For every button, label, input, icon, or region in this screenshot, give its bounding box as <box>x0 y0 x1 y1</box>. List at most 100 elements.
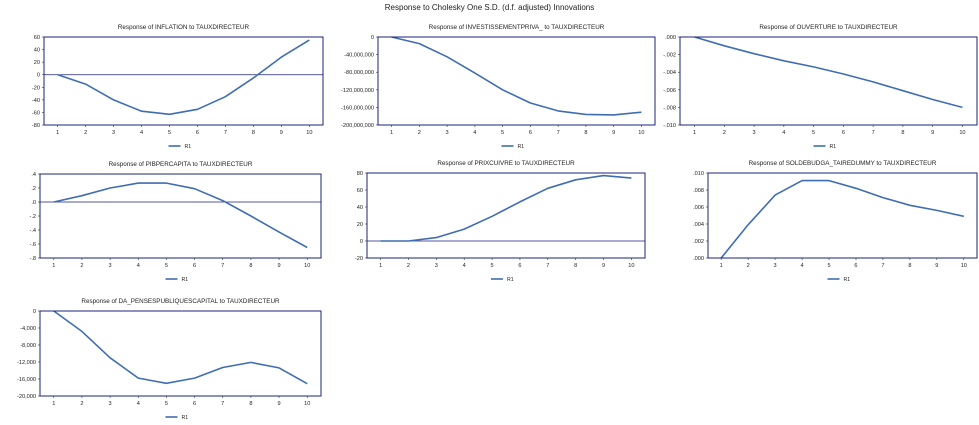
x-tick-label: 8 <box>249 263 252 269</box>
x-tick-label: 3 <box>435 263 438 269</box>
legend-label: R1 <box>182 277 189 283</box>
x-tick-label: 2 <box>747 263 750 269</box>
y-tick-label: -20 <box>355 256 363 262</box>
x-tick-label: 4 <box>140 130 143 136</box>
y-tick-label: -.002 <box>663 53 676 59</box>
legend-label: R1 <box>185 144 192 150</box>
x-tick-label: 9 <box>280 130 283 136</box>
x-tick-label: 6 <box>518 263 521 269</box>
x-tick-label: 9 <box>602 263 605 269</box>
x-tick-label: 1 <box>720 263 723 269</box>
legend-label: R1 <box>844 277 851 283</box>
y-tick-label: 20 <box>34 60 40 66</box>
chart-panel-5: Response of PRIXCUIVRE to TAUXDIRECTEUR -… <box>355 160 646 283</box>
figure-title: Response to Cholesky One S.D. (d.f. adju… <box>384 3 595 12</box>
x-tick-label: 8 <box>908 263 911 269</box>
series-line <box>380 174 632 242</box>
y-tick-label: 0 <box>37 73 40 79</box>
x-tick-label: 2 <box>723 130 726 136</box>
chart-panel-1: Response of INFLATION to TAUXDIRECTEUR -8… <box>32 24 324 150</box>
y-tick-label: .004 <box>693 222 704 228</box>
x-tick-label: 5 <box>168 130 171 136</box>
y-tick-label: -.6 <box>29 242 36 248</box>
x-tick-label: 7 <box>221 263 224 269</box>
chart-title: Response of SOLDEBUDGA_TAIREDUMMY to TAU… <box>749 160 937 167</box>
y-tick-label: 0 <box>360 239 363 245</box>
series-line <box>53 182 308 249</box>
plot-frame <box>707 172 978 259</box>
y-tick-label: -40,000,000 <box>344 53 374 59</box>
y-tick-label: 0 <box>33 309 36 315</box>
y-tick-label: 20 <box>357 222 363 228</box>
y-tick-label: 60 <box>34 35 40 41</box>
x-tick-label: 3 <box>109 263 112 269</box>
legend-label: R1 <box>182 415 189 421</box>
y-tick-label: .006 <box>693 205 704 211</box>
x-tick-label: 4 <box>137 263 140 269</box>
x-tick-label: 1 <box>52 263 55 269</box>
x-tick-label: 6 <box>842 130 845 136</box>
x-tick-label: 8 <box>584 130 587 136</box>
y-tick-label: -80,000,000 <box>344 70 374 76</box>
x-tick-label: 1 <box>52 401 55 407</box>
x-tick-label: 10 <box>638 130 644 136</box>
x-tick-label: 10 <box>304 401 310 407</box>
x-tick-label: 5 <box>165 401 168 407</box>
y-tick-label: 0 <box>371 35 374 41</box>
x-tick-label: 7 <box>557 130 560 136</box>
x-tick-label: 5 <box>501 130 504 136</box>
y-tick-label: -160,000,000 <box>341 105 374 111</box>
x-tick-label: 10 <box>306 130 312 136</box>
x-tick-label: 2 <box>80 401 83 407</box>
y-tick-label: 80 <box>357 171 363 177</box>
y-tick-label: -.010 <box>663 123 676 129</box>
x-tick-label: 8 <box>249 401 252 407</box>
x-tick-label: 8 <box>574 263 577 269</box>
x-tick-label: 10 <box>961 263 967 269</box>
plot-frame <box>39 173 322 259</box>
chart-title: Response of INFLATION to TAUXDIRECTEUR <box>118 24 250 31</box>
chart-panel-2: Response of INVESTISSEMENTPRIVA_ to TAUX… <box>341 24 656 150</box>
plot-frame <box>39 310 322 397</box>
y-tick-label: -8,000 <box>20 343 36 349</box>
x-tick-label: 1 <box>693 130 696 136</box>
plot-frame <box>377 36 656 126</box>
chart-panel-3: Response of OUVERTURE to TAUXDIRECTEUR -.… <box>663 24 978 150</box>
x-tick-label: 2 <box>80 263 83 269</box>
y-tick-label: 40 <box>357 205 363 211</box>
y-tick-label: -.004 <box>663 70 676 76</box>
y-tick-label: -60 <box>32 110 40 116</box>
x-tick-label: 2 <box>418 130 421 136</box>
x-tick-label: 4 <box>137 401 140 407</box>
x-tick-label: 3 <box>446 130 449 136</box>
x-tick-label: 6 <box>193 263 196 269</box>
x-tick-label: 4 <box>800 263 803 269</box>
x-tick-label: 6 <box>854 263 857 269</box>
x-tick-label: 7 <box>546 263 549 269</box>
x-tick-label: 8 <box>901 130 904 136</box>
y-tick-label: -20 <box>32 85 40 91</box>
y-tick-label: -12,000 <box>17 360 36 366</box>
y-tick-label: .002 <box>693 239 704 245</box>
chart-panel-7: Response of DA_PENSESPUBLIQUESCAPITAL to… <box>17 298 322 421</box>
y-tick-label: -16,000 <box>17 377 36 383</box>
y-tick-label: .4 <box>31 172 36 178</box>
y-tick-label: .000 <box>665 35 676 41</box>
y-tick-label: -4,000 <box>20 326 36 332</box>
x-tick-label: 3 <box>774 263 777 269</box>
x-tick-label: 7 <box>224 130 227 136</box>
x-tick-label: 6 <box>196 130 199 136</box>
chart-title: Response of INVESTISSEMENTPRIVA_ to TAUX… <box>429 24 605 31</box>
y-tick-label: .010 <box>693 171 704 177</box>
x-tick-label: 1 <box>379 263 382 269</box>
series-line <box>57 39 310 116</box>
y-tick-label: -.008 <box>663 105 676 111</box>
x-tick-label: 2 <box>407 263 410 269</box>
x-tick-label: 6 <box>529 130 532 136</box>
x-tick-label: 2 <box>84 130 87 136</box>
y-tick-label: -.8 <box>29 256 36 262</box>
plot-frame <box>43 36 324 126</box>
y-tick-label: -.006 <box>663 88 676 94</box>
y-tick-label: -40 <box>32 98 40 104</box>
